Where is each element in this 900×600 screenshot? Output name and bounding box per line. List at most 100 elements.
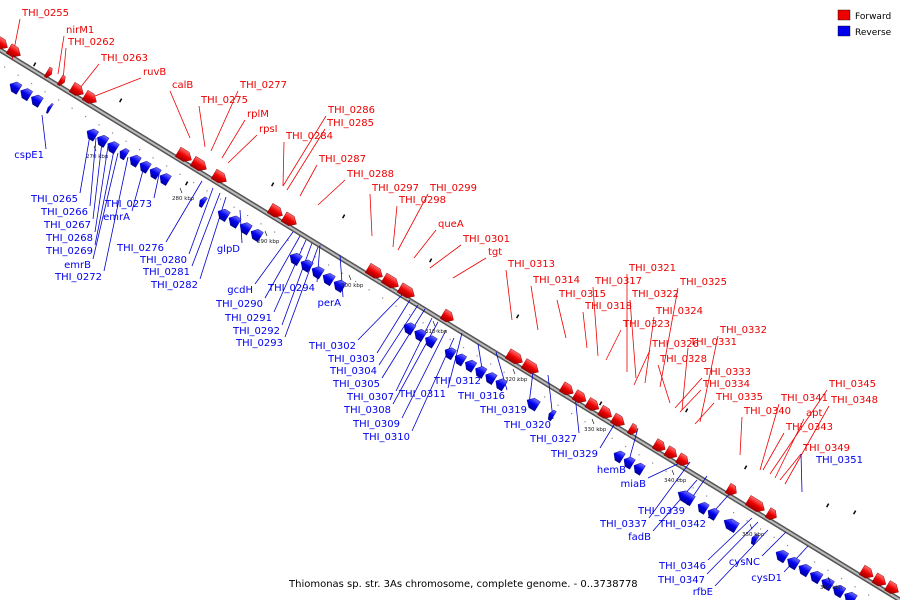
feature-marker	[599, 401, 603, 406]
gene-label-thi-0267: THI_0267	[43, 220, 91, 231]
gene-label-thi-0301: THI_0301	[462, 234, 510, 245]
reverse-leader	[92, 141, 103, 220]
reverse-gene-arrow	[633, 462, 646, 476]
legend-forward-swatch	[837, 9, 851, 21]
gene-label-thi-0297: THI_0297	[371, 183, 419, 194]
reverse-leader	[165, 180, 203, 243]
reverse-gene-arrow	[139, 160, 152, 174]
gene-label-thi-0299: THI_0299	[429, 183, 477, 194]
reverse-leader	[254, 231, 294, 285]
reverse-gene-arrow	[97, 134, 110, 148]
forward-leader	[659, 287, 679, 388]
backbone-dot	[328, 264, 330, 266]
backbone-dot	[544, 396, 546, 398]
tick-label-330-kbp: 330 kbp	[584, 427, 607, 433]
forward-leader	[774, 418, 805, 479]
reverse-leader	[648, 461, 691, 519]
forward-leader	[282, 141, 285, 187]
gene-label-thi-0322: THI_0322	[631, 289, 679, 300]
gene-label-thi-0286: THI_0286	[327, 105, 375, 116]
forward-gene-arrow	[610, 412, 625, 427]
reverse-gene-arrow	[697, 501, 710, 515]
forward-leader	[79, 63, 100, 89]
backbone-dot	[193, 181, 195, 184]
gene-label-thi-0308: THI_0308	[343, 405, 391, 416]
forward-leader	[644, 316, 655, 384]
map-caption: Thiomonas sp. str. 3As chromosome, compl…	[288, 579, 638, 590]
forward-gene-arrow	[396, 282, 415, 299]
gene-label-rpsi: rpsI	[259, 124, 278, 135]
backbone-dot	[625, 445, 627, 448]
tick-label-270-kbp: 270 kbp	[86, 154, 109, 160]
tick-label-290-kbp: 290 kbp	[257, 239, 280, 245]
reverse-gene-arrow	[750, 533, 760, 546]
reverse-leader	[92, 152, 119, 260]
reverse-gene-arrow	[613, 450, 626, 464]
reverse-gene-arrow	[149, 167, 162, 180]
reverse-leader	[94, 145, 109, 233]
legend-forward-label: Forward	[855, 12, 891, 22]
backbone-dot	[341, 272, 343, 274]
backbone-dot	[112, 132, 114, 134]
forward-gene-arrow	[81, 89, 97, 104]
gene-label-thi-0293: THI_0293	[235, 338, 283, 349]
gene-label-thi-0287: THI_0287	[318, 154, 366, 165]
gene-label-thi-0346: THI_0346	[658, 561, 706, 572]
forward-leader	[739, 416, 743, 456]
backbone-dot	[854, 586, 856, 588]
forward-leader	[452, 257, 487, 279]
gene-label-thi-0305: THI_0305	[332, 379, 380, 390]
forward-leader	[762, 432, 785, 471]
reverse-leader	[401, 329, 447, 419]
legend-reverse-swatch	[837, 25, 851, 37]
forward-leader	[369, 193, 373, 237]
backbone-dot	[557, 404, 559, 406]
backbone-dot	[355, 280, 357, 283]
gene-label-thi-0268: THI_0268	[45, 233, 93, 244]
forward-gene-arrow	[189, 155, 207, 171]
reverse-leader	[89, 137, 97, 207]
forward-gene-arrow	[744, 495, 765, 512]
backbone-dot	[206, 190, 208, 192]
forward-gene-arrow	[43, 66, 53, 79]
backbone-dot	[638, 454, 640, 456]
reverse-gene-arrow	[250, 229, 264, 243]
gene-label-glpd: glpD	[217, 244, 240, 255]
tick-label-350-kbp: 350 kbp	[742, 532, 765, 538]
backbone-dot	[139, 148, 141, 151]
forward-gene-arrow	[571, 389, 587, 403]
reverse-gene-arrow	[31, 94, 44, 108]
backbone-dot	[152, 157, 154, 159]
backbone-dot	[814, 561, 816, 563]
gene-label-thi-0324: THI_0324	[655, 306, 703, 317]
legend: Forward Reverse	[837, 9, 892, 38]
backbone-dot	[665, 470, 667, 472]
feature-marker	[428, 258, 433, 263]
backbone-dot	[287, 239, 289, 241]
forward-leader	[674, 377, 703, 409]
forward-gene-arrow	[626, 423, 637, 436]
forward-leader	[198, 105, 206, 148]
reverse-gene-arrow	[844, 591, 858, 600]
backbone-dot	[179, 173, 181, 175]
forward-gene-arrow	[68, 82, 84, 96]
reverse-leader	[714, 529, 769, 587]
forward-leader	[505, 269, 513, 321]
reverse-leader	[188, 187, 214, 255]
gene-label-thi-0265: THI_0265	[30, 194, 78, 205]
legend-reverse-label: Reverse	[855, 28, 892, 38]
reverse-gene-arrow	[495, 378, 508, 392]
forward-leader	[413, 229, 437, 259]
reverse-leader	[94, 149, 115, 246]
backbone-dot	[382, 297, 384, 299]
forward-leader	[592, 286, 599, 357]
gene-label-fadb: fadB	[628, 532, 651, 543]
backbone-dot	[260, 223, 262, 225]
backbone-dot	[827, 569, 829, 571]
forward-gene-arrow	[764, 507, 777, 521]
forward-gene-arrow	[266, 203, 283, 218]
gene-label-thi-0310: THI_0310	[362, 432, 410, 443]
reverse-gene-arrow	[414, 329, 427, 342]
forward-leader	[699, 335, 719, 423]
